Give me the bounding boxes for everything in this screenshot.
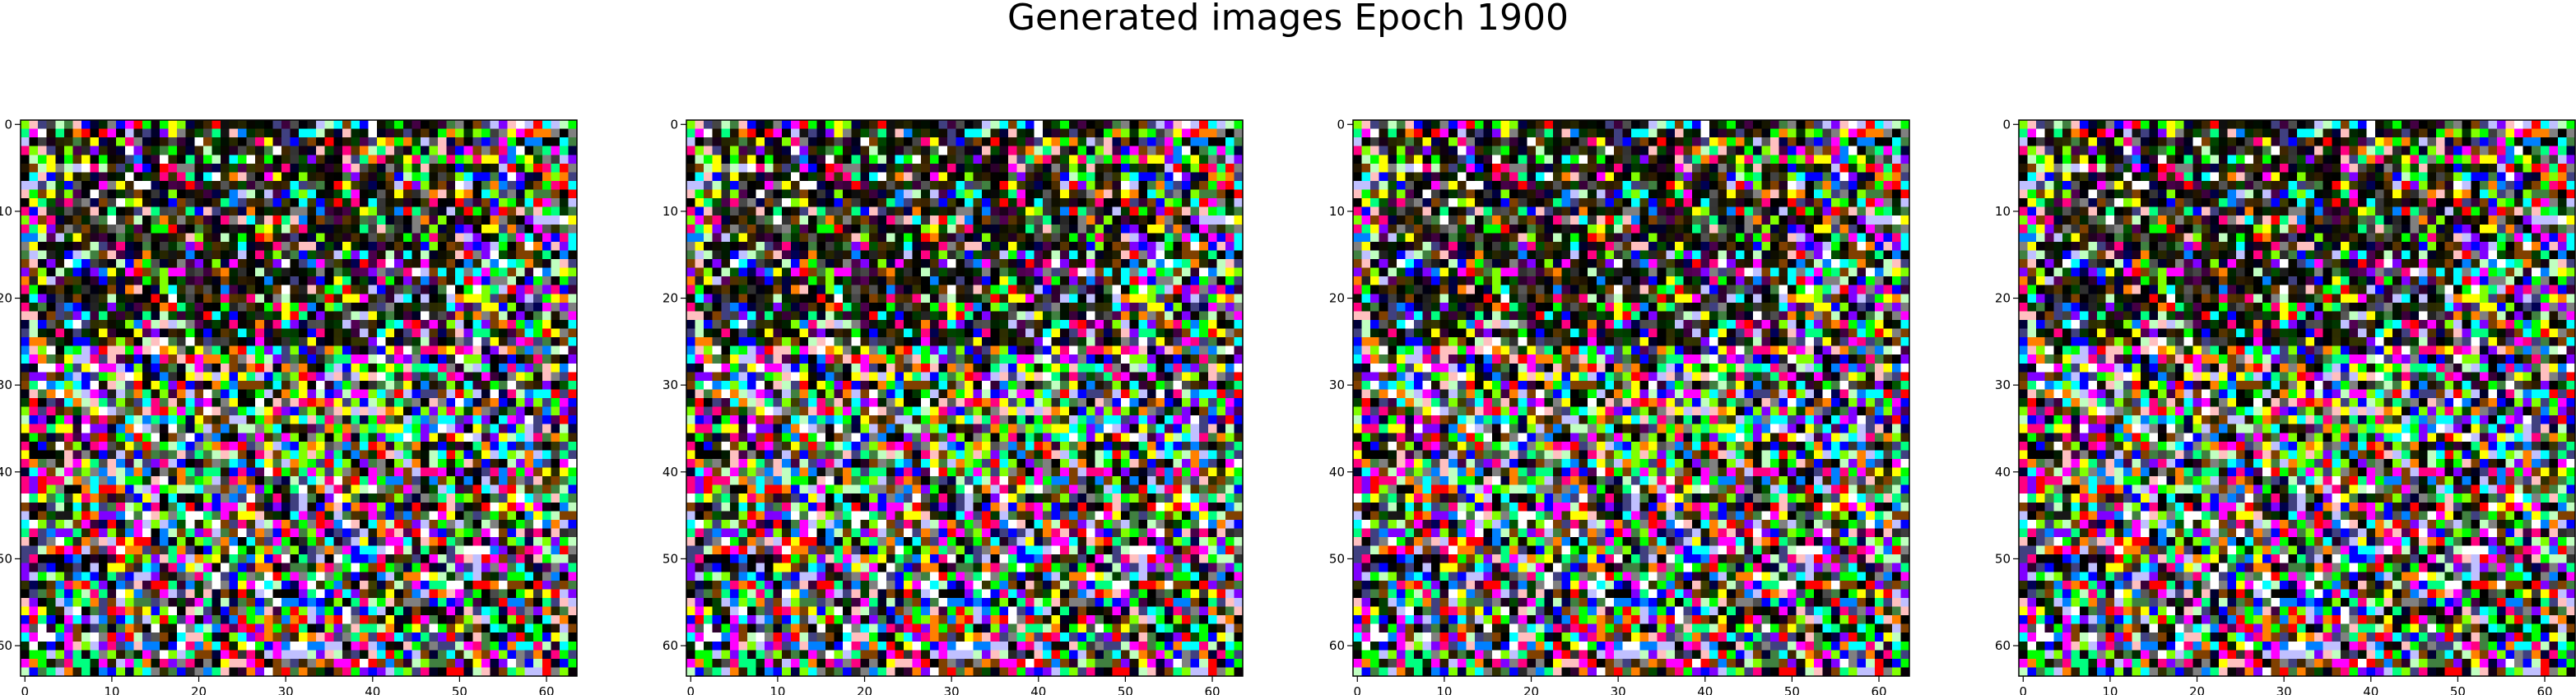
generated-image-2 xyxy=(686,120,1243,676)
y-tick-label: 30 xyxy=(0,378,12,392)
y-tick-label: 10 xyxy=(0,204,12,219)
image-panel-2: 0 10 20 30 40 50 60 0 10 20 30 40 50 60 xyxy=(663,117,1244,695)
y-tick-label: 40 xyxy=(1995,465,2011,480)
axes-frame xyxy=(1352,119,1910,677)
x-tick-label: 20 xyxy=(857,684,872,695)
x-tick-label: 40 xyxy=(2363,684,2378,695)
y-tick-label: 40 xyxy=(1329,465,1345,480)
y-tick-label: 10 xyxy=(1329,204,1345,219)
y-tick-label: 0 xyxy=(1337,117,1345,132)
y-tick-label: 40 xyxy=(0,465,12,480)
y-tick-label: 30 xyxy=(1329,378,1345,392)
x-tick-label: 0 xyxy=(21,684,30,695)
y-tick-label: 20 xyxy=(1995,291,2011,306)
x-tick-label: 60 xyxy=(2536,684,2552,695)
x-tick-label: 20 xyxy=(2189,684,2205,695)
x-tick-label: 60 xyxy=(1204,684,1220,695)
x-tick-label: 10 xyxy=(2102,684,2118,695)
axes-frame xyxy=(20,119,578,677)
y-tick-label: 30 xyxy=(663,378,678,392)
y-tick-label: 60 xyxy=(0,638,12,653)
x-tick-label: 30 xyxy=(944,684,960,695)
axes-frame xyxy=(2018,119,2576,677)
x-tick-label: 30 xyxy=(1611,684,1626,695)
y-tick-label: 20 xyxy=(663,291,678,306)
x-tick-label: 20 xyxy=(1523,684,1539,695)
image-panel-3: 0 10 20 30 40 50 60 0 10 20 30 40 50 60 xyxy=(1329,117,1910,695)
image-panel-4: 0 10 20 30 40 50 60 0 10 20 30 40 50 60 xyxy=(1995,117,2576,695)
x-tick-label: 60 xyxy=(538,684,554,695)
y-tick-label: 0 xyxy=(2002,117,2011,132)
y-tick-label: 0 xyxy=(670,117,678,132)
y-tick-label: 60 xyxy=(1329,638,1345,653)
y-tick-label: 50 xyxy=(1995,551,2011,566)
x-tick-label: 0 xyxy=(1354,684,1362,695)
y-tick-label: 20 xyxy=(1329,291,1345,306)
y-tick-label: 60 xyxy=(663,638,678,653)
y-tick-label: 50 xyxy=(1329,551,1345,566)
y-tick-label: 10 xyxy=(1995,204,2011,219)
y-tick-label: 20 xyxy=(0,291,12,306)
x-tick-label: 50 xyxy=(1118,684,1133,695)
x-tick-label: 0 xyxy=(2020,684,2028,695)
x-tick-label: 30 xyxy=(278,684,294,695)
generated-image-1 xyxy=(21,120,577,676)
x-tick-label: 30 xyxy=(2276,684,2292,695)
y-tick-label: 30 xyxy=(1995,378,2011,392)
y-tick-label: 50 xyxy=(663,551,678,566)
x-tick-label: 10 xyxy=(770,684,785,695)
x-tick-label: 20 xyxy=(191,684,207,695)
x-tick-label: 50 xyxy=(452,684,467,695)
y-tick-label: 40 xyxy=(663,465,678,480)
generated-image-3 xyxy=(1353,120,1909,676)
x-tick-label: 40 xyxy=(1030,684,1046,695)
x-tick-label: 10 xyxy=(1436,684,1452,695)
y-tick-label: 0 xyxy=(4,117,12,132)
figure-title: Generated images Epoch 1900 xyxy=(1007,0,1569,39)
y-tick-label: 50 xyxy=(0,551,12,566)
x-tick-label: 0 xyxy=(687,684,695,695)
axes-frame xyxy=(686,119,1244,677)
x-tick-label: 50 xyxy=(2450,684,2466,695)
x-tick-label: 10 xyxy=(104,684,119,695)
x-tick-label: 40 xyxy=(365,684,380,695)
generated-image-4 xyxy=(2019,120,2575,676)
y-tick-label: 10 xyxy=(663,204,678,219)
image-panel-1: 0 10 20 30 40 50 60 0 10 20 30 40 50 60 xyxy=(0,117,578,695)
x-tick-label: 50 xyxy=(1784,684,1800,695)
x-tick-label: 60 xyxy=(1871,684,1886,695)
x-tick-label: 40 xyxy=(1697,684,1713,695)
y-tick-label: 60 xyxy=(1995,638,2011,653)
